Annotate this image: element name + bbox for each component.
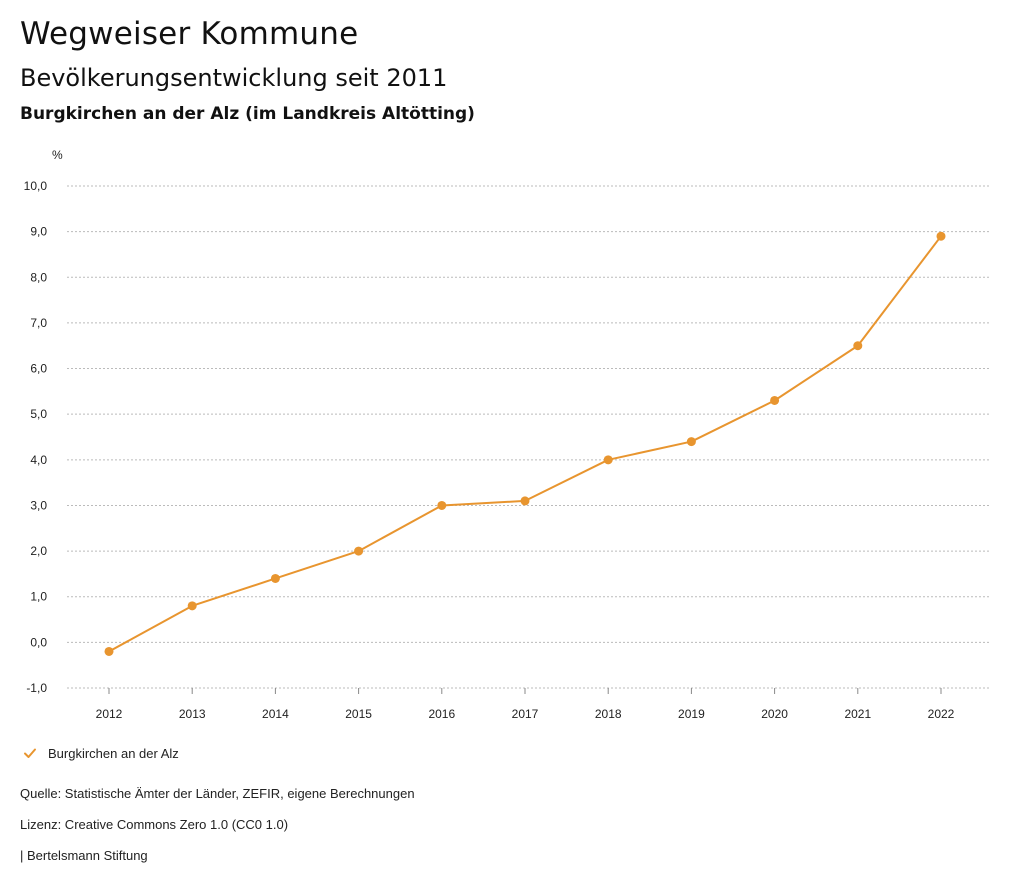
x-tick-label: 2013: [179, 707, 206, 721]
region-label: Burgkirchen an der Alz (im Landkreis Alt…: [20, 104, 475, 124]
page-title: Wegweiser Kommune: [20, 16, 359, 52]
source-note: Quelle: Statistische Ämter der Länder, Z…: [20, 786, 415, 801]
publisher-note: | Bertelsmann Stiftung: [20, 848, 148, 863]
x-tick-label: 2021: [844, 707, 871, 721]
x-tick-label: 2020: [761, 707, 788, 721]
line-chart: % 10,0 9,0 8,0 7,0 6,0 5,0 4,0 3,0 2,0 1,0 0,0 -1,0 2…: [24, 148, 990, 721]
x-tick-label: 2017: [512, 707, 539, 721]
data-point: [686, 437, 696, 447]
data-point: [187, 601, 197, 611]
x-tick-label: 2015: [345, 707, 372, 721]
y-tick-label: 9,0: [30, 225, 47, 239]
chart-subtitle: Bevölkerungsentwicklung seit 2011: [20, 64, 448, 92]
y-tick-label: 2,0: [30, 544, 47, 558]
y-unit-label: %: [52, 148, 63, 162]
y-tick-label: 1,0: [30, 590, 47, 604]
y-tick-label: 3,0: [30, 498, 47, 512]
data-point: [354, 546, 364, 556]
y-tick-label: -1,0: [26, 681, 47, 695]
data-point: [603, 455, 613, 465]
data-point: [853, 341, 863, 351]
data-point: [270, 573, 280, 583]
y-tick-label: 10,0: [24, 179, 48, 193]
data-point: [520, 496, 530, 506]
x-tick-label: 2018: [595, 707, 622, 721]
data-point: [104, 646, 114, 656]
x-tick-label: 2016: [428, 707, 455, 721]
y-tick-label: 0,0: [30, 635, 47, 649]
data-point: [936, 231, 946, 241]
x-tick-label: 2012: [96, 707, 123, 721]
license-note: Lizenz: Creative Commons Zero 1.0 (CC0 1…: [20, 817, 289, 832]
data-point: [770, 395, 780, 405]
legend-label: Burgkirchen an der Alz: [48, 745, 179, 761]
y-tick-label: 4,0: [30, 453, 47, 467]
x-tick-label: 2014: [262, 707, 289, 721]
x-tick-label: 2019: [678, 707, 705, 721]
y-tick-label: 5,0: [30, 407, 47, 421]
data-point: [437, 500, 447, 510]
series-line: [108, 235, 942, 653]
legend-item-burgkirchen[interactable]: Burgkirchen an der Alz: [22, 745, 179, 761]
y-tick-label: 6,0: [30, 362, 47, 376]
y-tick-label: 7,0: [30, 316, 47, 330]
check-icon: [24, 748, 36, 758]
y-tick-label: 8,0: [30, 270, 47, 284]
x-tick-label: 2022: [928, 707, 955, 721]
